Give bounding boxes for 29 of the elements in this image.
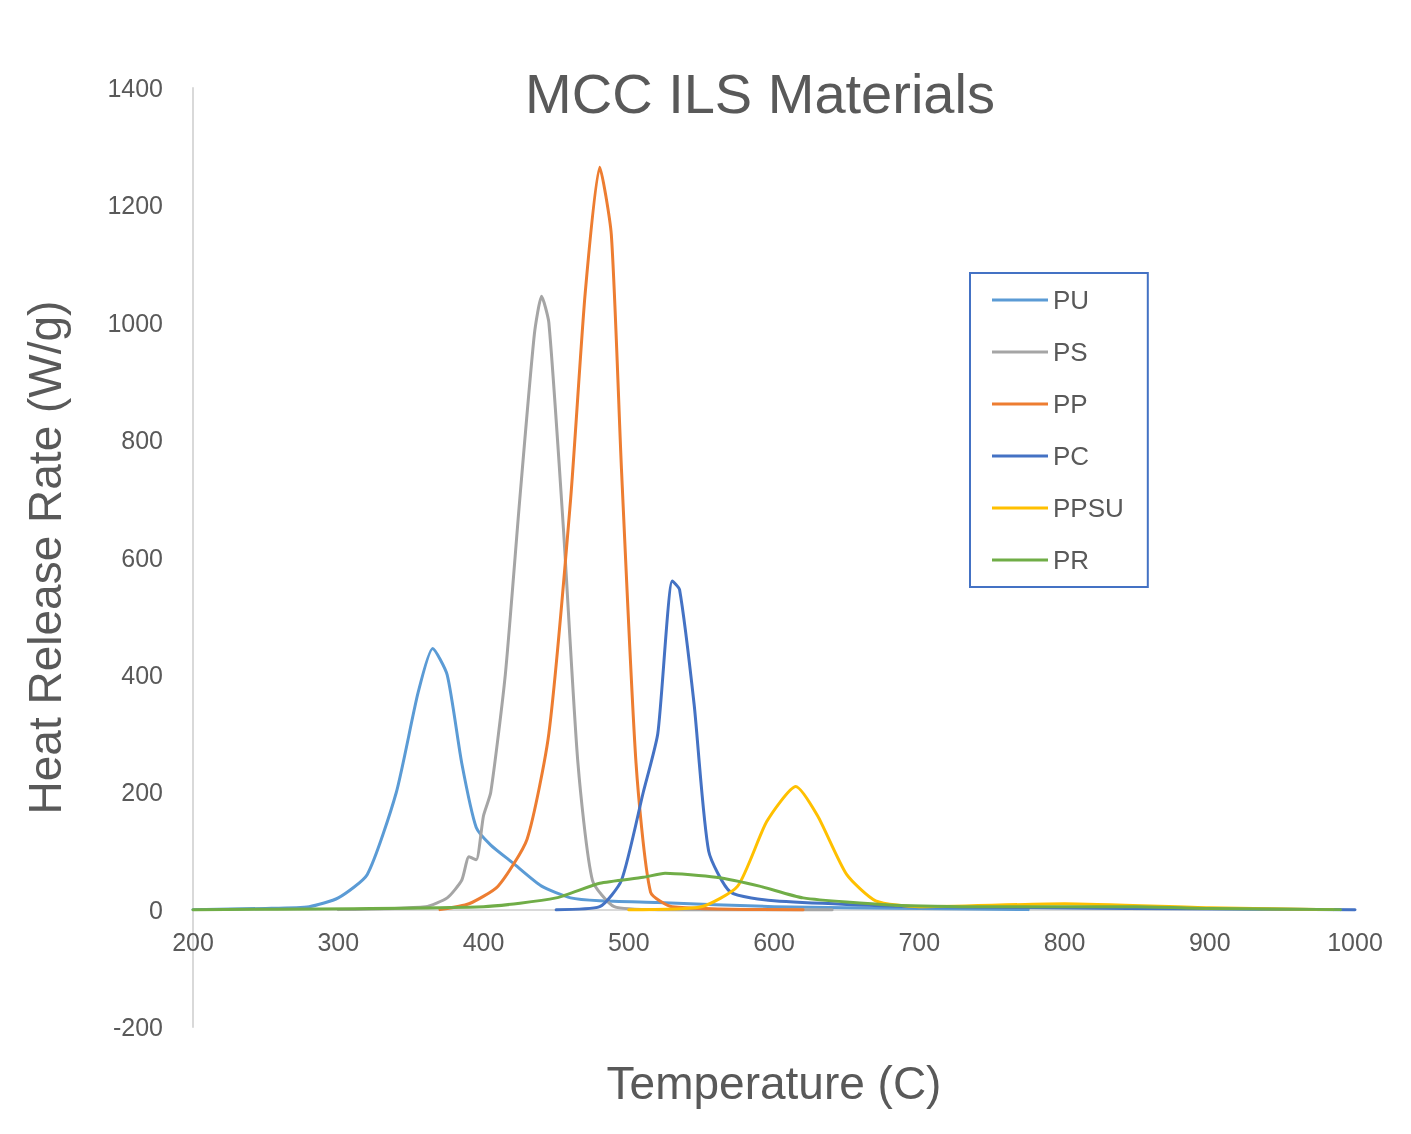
y-tick-label: 1200 [107, 191, 163, 220]
x-tick-label: 800 [1043, 928, 1086, 957]
y-tick-label: 200 [121, 778, 163, 807]
chart-title: MCC ILS Materials [525, 61, 995, 125]
y-tick-label: -200 [112, 1013, 163, 1041]
x-tick-label: 300 [317, 928, 360, 957]
y-tick-label: 400 [121, 660, 163, 689]
x-tick-label: 1000 [1327, 928, 1383, 957]
x-tick-label: 900 [1188, 928, 1231, 957]
y-tick-label: 1400 [107, 74, 163, 102]
line-series [438, 165, 805, 912]
x-tick-label: 200 [172, 928, 214, 957]
x-tick-label: 600 [753, 928, 795, 957]
legend-label: PPSU [1053, 493, 1124, 523]
x-tick-label: 700 [898, 928, 941, 957]
legend-label: PP [1053, 389, 1088, 419]
y-tick-label: 600 [121, 543, 163, 572]
line-series [191, 871, 1342, 912]
y-tick-label: 1000 [107, 308, 163, 337]
legend-label: PU [1053, 285, 1090, 315]
y-axis-title: Heat Release Rate (W/g) [19, 300, 71, 815]
legend-label: PC [1053, 441, 1090, 471]
y-tick-label: 0 [149, 895, 163, 924]
x-axis-title: Temperature (C) [606, 1056, 942, 1109]
x-tick-label: 400 [462, 928, 505, 957]
legend-label: PR [1053, 545, 1090, 575]
y-tick-label: 800 [121, 426, 163, 455]
x-tick-label: 500 [607, 928, 650, 957]
legend-label: PS [1053, 337, 1088, 367]
